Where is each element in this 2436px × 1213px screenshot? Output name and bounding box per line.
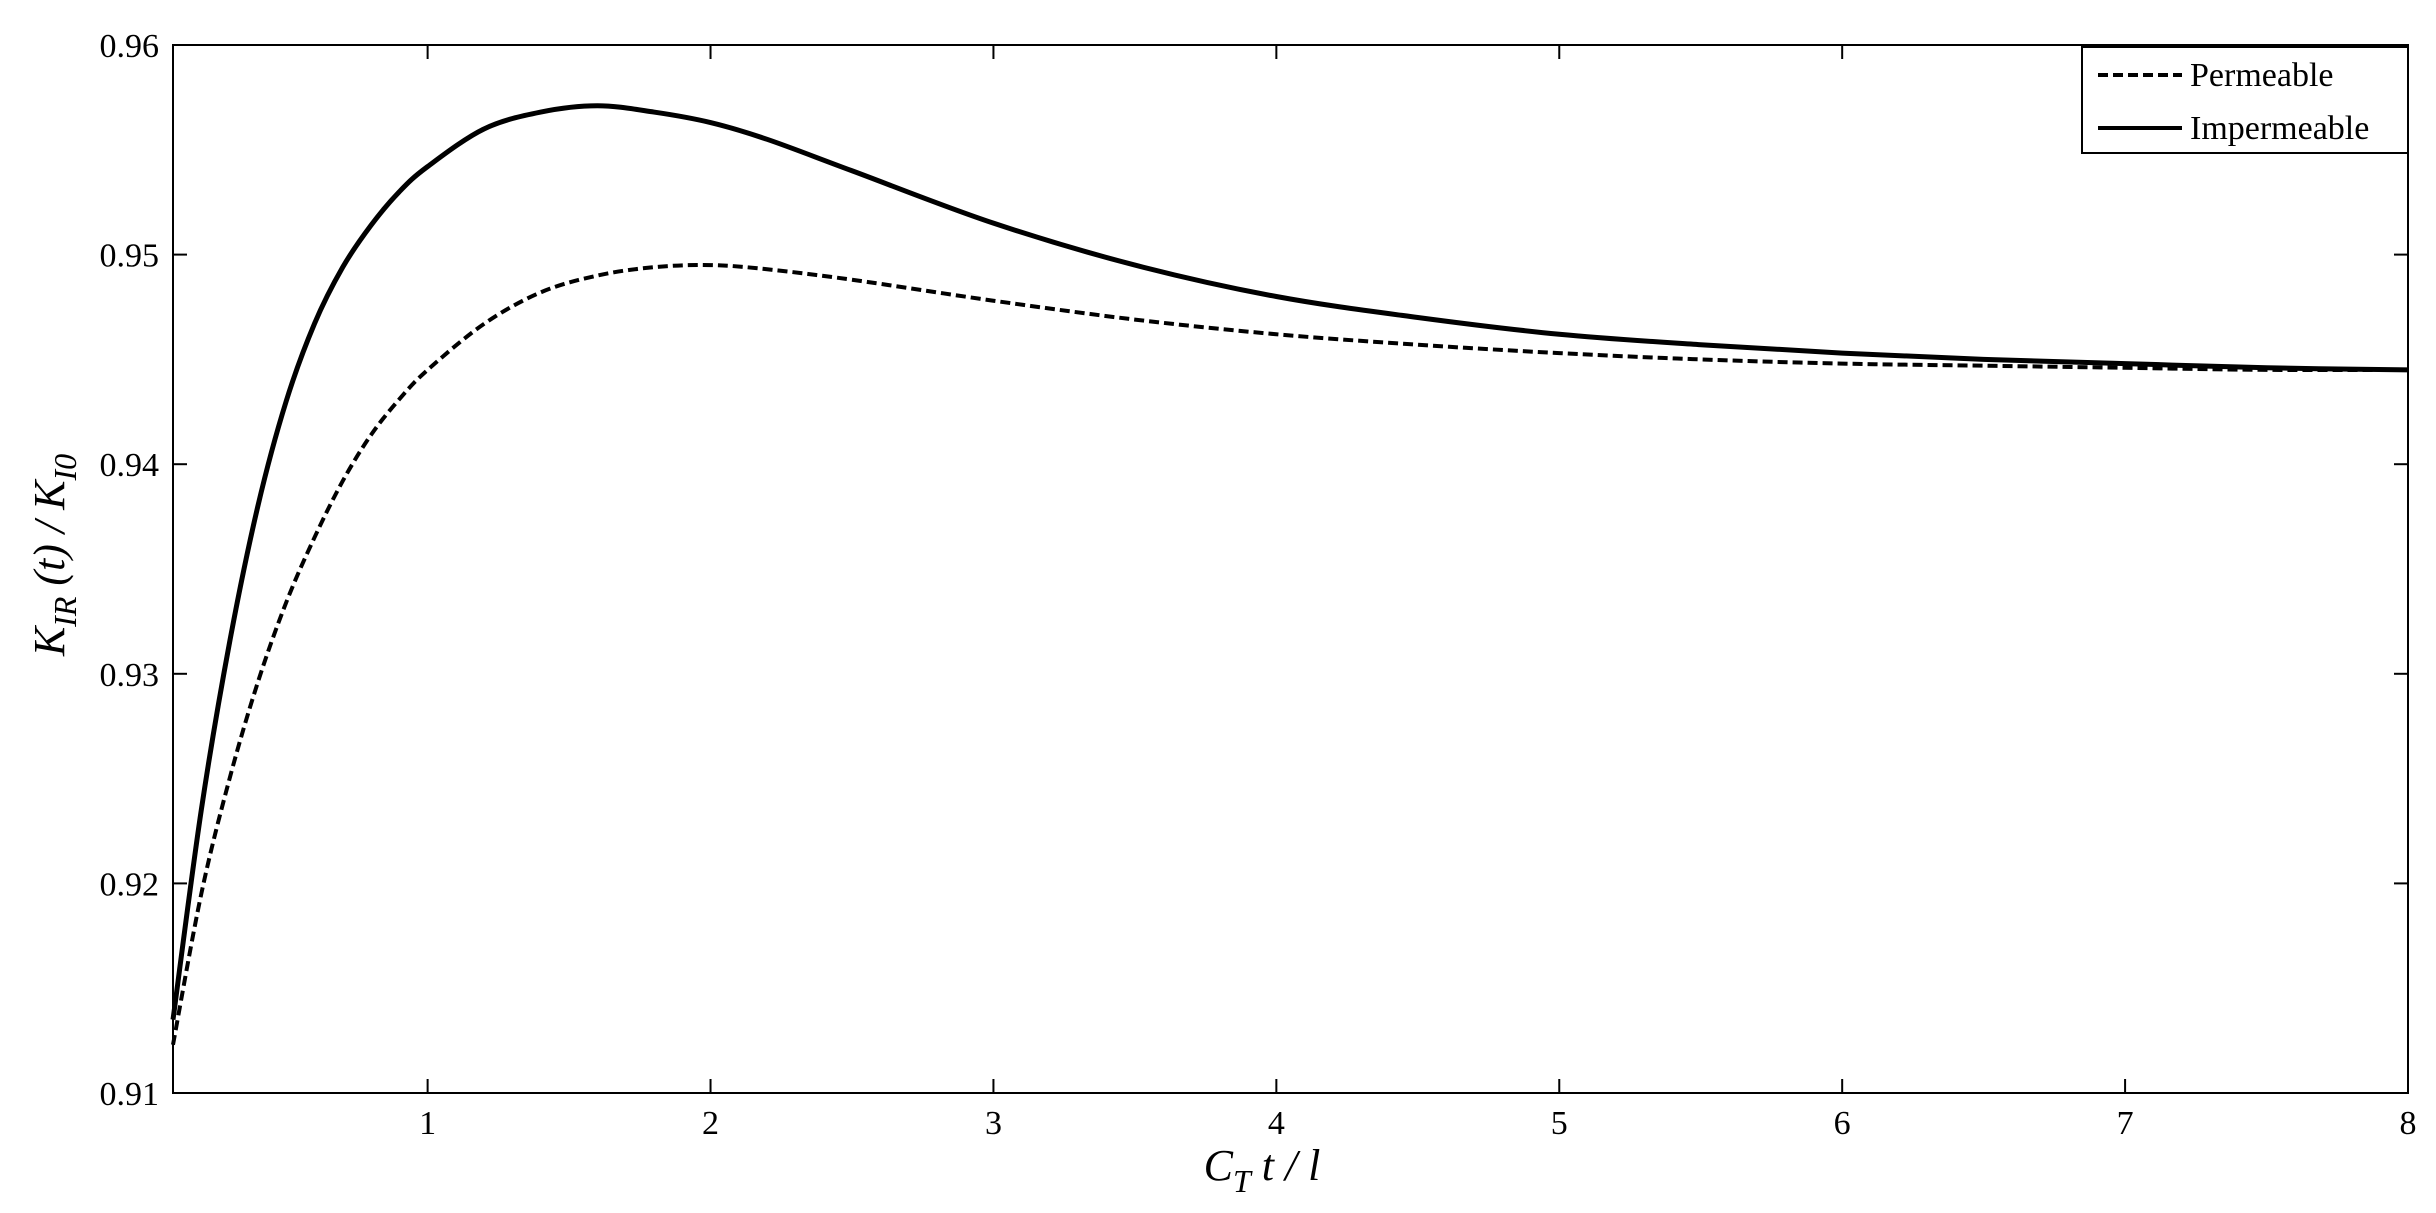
x-tick-label-8: 8 bbox=[2400, 1105, 2417, 1142]
y-tick-label-0.91: 0.91 bbox=[100, 1076, 160, 1113]
x-axis-label: CT t / l bbox=[1204, 1141, 1321, 1199]
legend-box bbox=[2081, 46, 2409, 154]
y-axis-label-k1-sub: IR bbox=[47, 596, 83, 628]
y-axis-label-mid: (t) / bbox=[25, 510, 74, 597]
y-axis-label-k2-sub: I0 bbox=[47, 454, 83, 482]
x-tick-label-5: 5 bbox=[1551, 1105, 1568, 1142]
svg-text:CT t / l: CT t / l bbox=[1204, 1141, 1321, 1199]
x-axis-label-rest: t / l bbox=[1251, 1141, 1321, 1190]
plot-area: 1 2 3 4 5 6 7 8 0.91 0.92 0.93 0.94 0.95 0.96 bbox=[100, 28, 2417, 1142]
legend-label-impermeable: Impermeable bbox=[2190, 110, 2369, 147]
axes-frame bbox=[172, 44, 2409, 1094]
y-tick-label-0.94: 0.94 bbox=[100, 447, 160, 484]
x-tick-label-4: 4 bbox=[1268, 1105, 1285, 1142]
x-tick-label-3: 3 bbox=[985, 1105, 1002, 1142]
y-tick-label-0.95: 0.95 bbox=[100, 238, 160, 275]
x-tick-label-1: 1 bbox=[419, 1105, 436, 1142]
svg-text:KIR (t) / KI0: KIR (t) / KI0 bbox=[25, 454, 83, 657]
x-axis-label-sub: T bbox=[1233, 1163, 1253, 1199]
x-tick-label-7: 7 bbox=[2117, 1105, 2134, 1142]
legend-label-permeable: Permeable bbox=[2190, 57, 2334, 94]
series-line-permeable bbox=[171, 262, 2409, 1046]
y-tick-label-0.92: 0.92 bbox=[100, 866, 160, 903]
x-axis-label-main: C bbox=[1204, 1141, 1234, 1190]
x-tick-label-6: 6 bbox=[1834, 1105, 1851, 1142]
y-tick-label-0.96: 0.96 bbox=[100, 28, 160, 65]
y-axis-label: KIR (t) / KI0 bbox=[25, 454, 83, 657]
y-tick-label-0.93: 0.93 bbox=[100, 657, 160, 694]
y-axis-label-k2: K bbox=[25, 478, 74, 511]
x-tick-label-2: 2 bbox=[702, 1105, 719, 1142]
series-line-impermeable bbox=[170, 103, 2409, 1020]
y-axis-label-k1: K bbox=[25, 624, 74, 657]
legend: Permeable Impermeable bbox=[2081, 46, 2409, 154]
